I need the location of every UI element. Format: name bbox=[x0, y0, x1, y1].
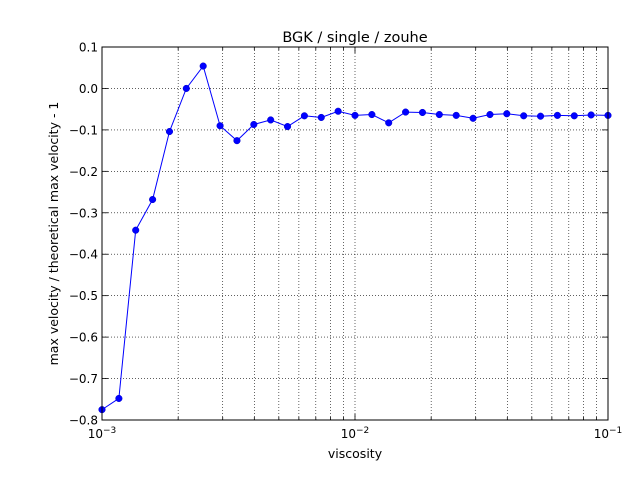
data-point bbox=[587, 111, 595, 119]
data-point bbox=[503, 110, 511, 118]
y-tick-label: −0.3 bbox=[69, 206, 98, 220]
data-point bbox=[402, 108, 410, 116]
data-point bbox=[418, 108, 427, 117]
y-tick-label: −0.5 bbox=[69, 289, 98, 303]
data-point bbox=[283, 123, 292, 131]
data-point bbox=[115, 394, 123, 403]
data-point bbox=[334, 107, 342, 115]
data-point bbox=[486, 111, 494, 119]
chart-title: BGK / single / zouhe bbox=[282, 30, 427, 46]
tick-labels: −0.8 −0.7 −0.6 −0.5 −0.4 −0.3 −0.2 −0.1 0.0 0.1 10… bbox=[69, 41, 622, 442]
x-tick-label: 10−3 bbox=[88, 426, 117, 441]
data-point bbox=[216, 122, 224, 130]
y-tick-label: −0.4 bbox=[69, 248, 98, 262]
data-point bbox=[199, 62, 207, 70]
data-point bbox=[182, 84, 190, 92]
data-point bbox=[520, 112, 528, 120]
y-axis-label: max velocity / theoretical max velocity … bbox=[46, 102, 61, 366]
data-point bbox=[233, 137, 241, 145]
data-point bbox=[553, 111, 561, 119]
data-point bbox=[435, 111, 443, 119]
x-tick-label: 10−1 bbox=[594, 426, 623, 441]
data-point bbox=[368, 111, 376, 119]
data-point bbox=[570, 112, 578, 120]
data-point bbox=[469, 114, 477, 122]
data-point bbox=[536, 112, 545, 120]
data-point bbox=[385, 119, 393, 127]
data-point bbox=[351, 111, 359, 119]
x-axis-label: viscosity bbox=[328, 446, 383, 461]
data-point bbox=[267, 116, 275, 124]
x-tick-label: 10−2 bbox=[341, 426, 370, 441]
data-point bbox=[132, 226, 140, 234]
data-point bbox=[317, 113, 325, 122]
data-point bbox=[452, 111, 460, 119]
y-tick-label: 0.1 bbox=[79, 41, 98, 55]
data-point bbox=[149, 195, 157, 204]
y-tick-label: −0.7 bbox=[69, 372, 98, 386]
data-point bbox=[165, 128, 174, 136]
y-tick-label: −0.1 bbox=[69, 123, 98, 137]
series-group bbox=[98, 62, 612, 414]
y-tick-label: −0.6 bbox=[69, 331, 98, 345]
data-point bbox=[300, 112, 308, 120]
y-tick-label: −0.8 bbox=[69, 414, 98, 428]
y-tick-label: −0.2 bbox=[69, 165, 98, 179]
y-tick-label: 0.0 bbox=[79, 82, 98, 96]
ticks bbox=[101, 46, 609, 421]
data-point bbox=[250, 120, 258, 129]
